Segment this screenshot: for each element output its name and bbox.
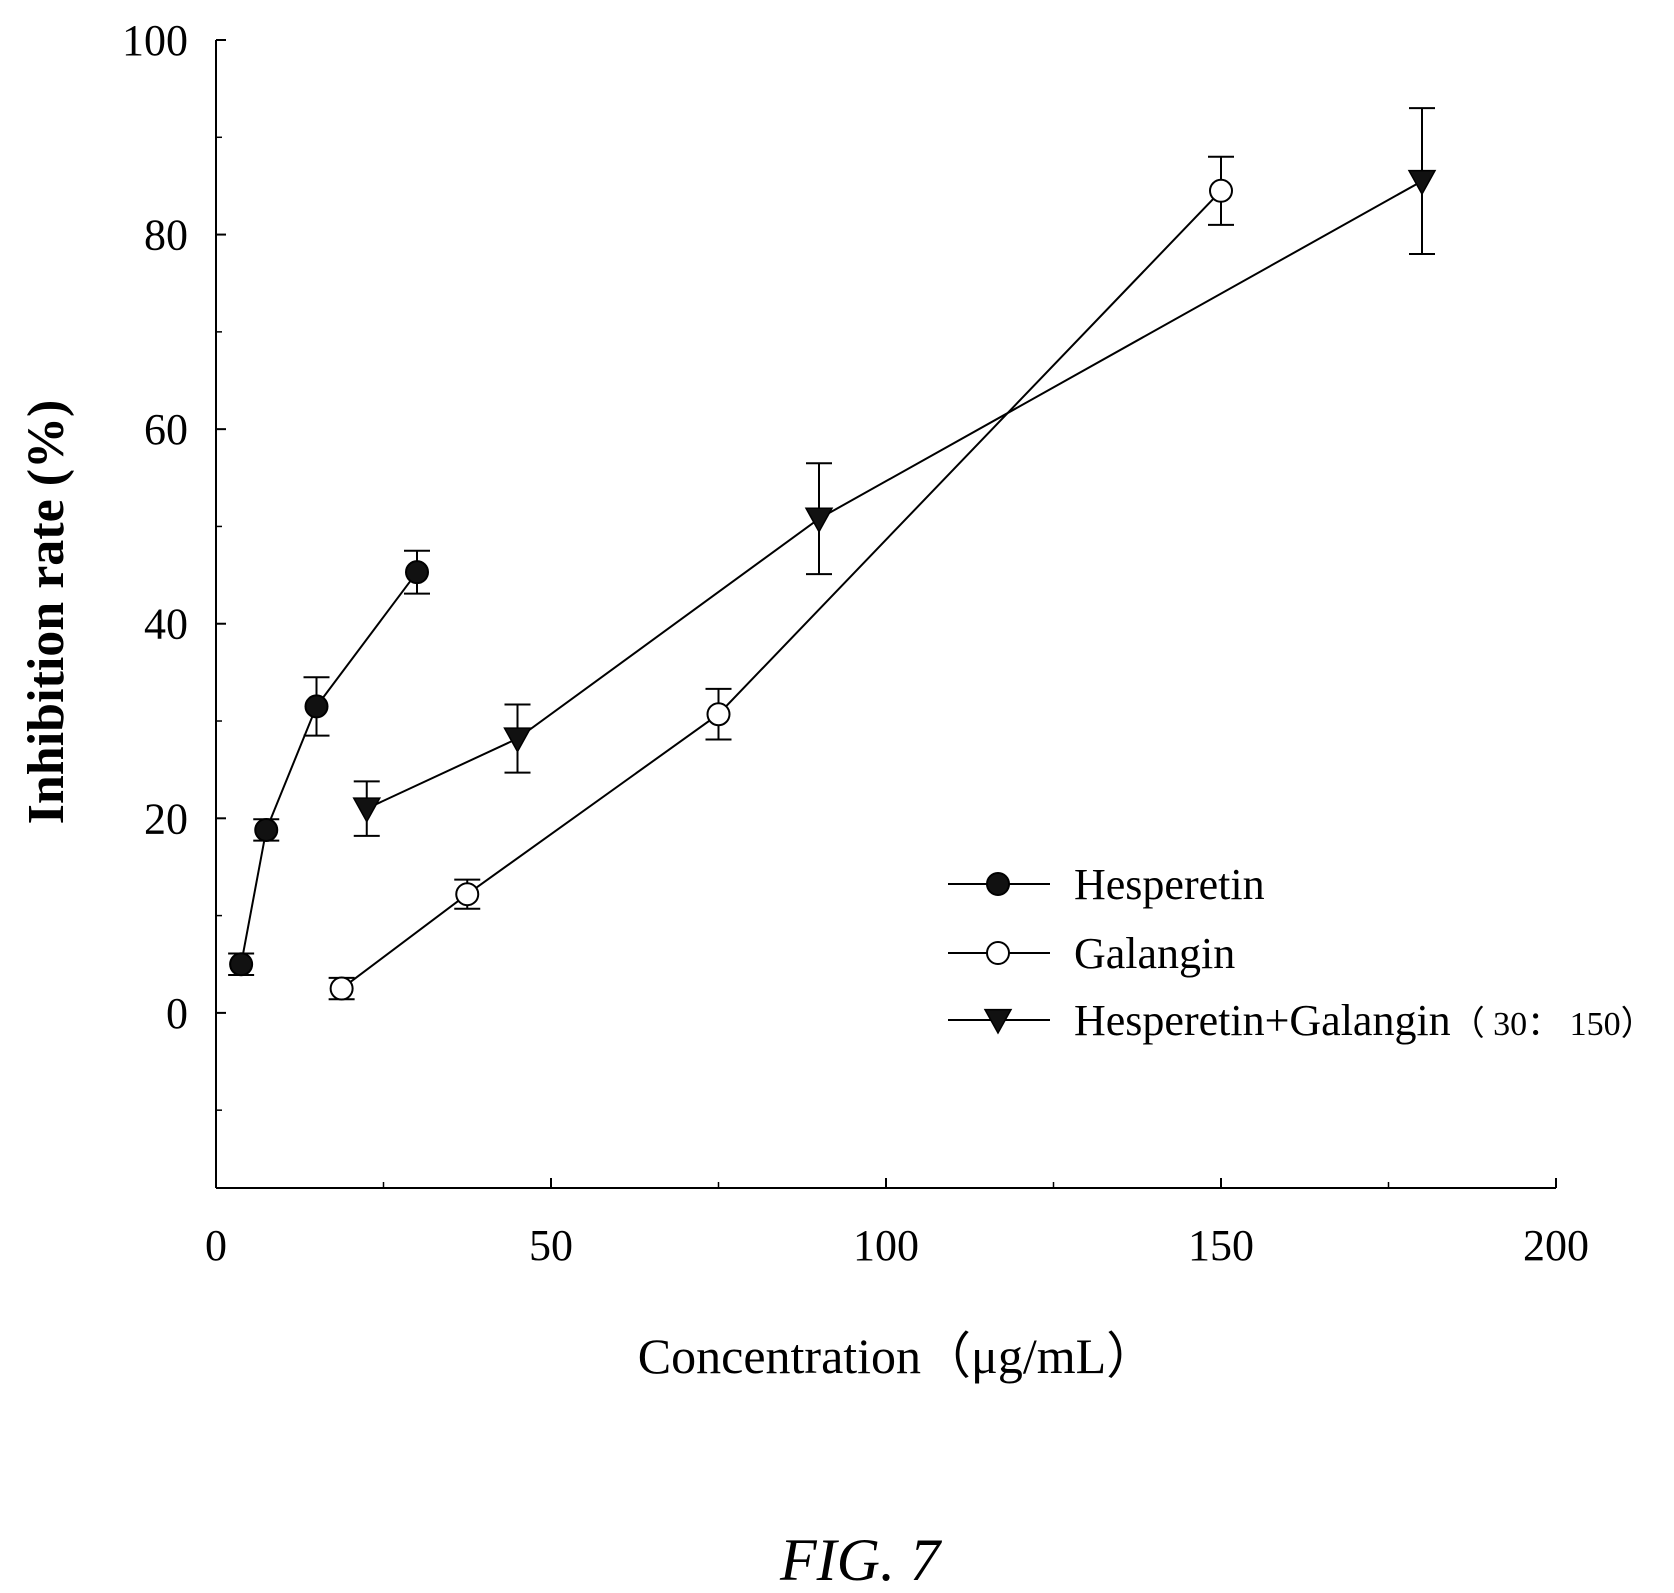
- series-line: [240, 571, 418, 965]
- figure-caption: FIG. 7: [779, 1527, 943, 1593]
- series-line: [366, 180, 1423, 810]
- x-tick-label: 0: [205, 1221, 227, 1270]
- data-point: [352, 797, 382, 824]
- data-point: [304, 694, 329, 719]
- legend-label-ratio: （ 30： 150）: [1451, 1005, 1655, 1043]
- legend-item: Galangin: [948, 929, 1235, 978]
- series-galangin: [328, 155, 1234, 1001]
- data-point: [1407, 169, 1437, 196]
- y-axis-label: Inhibition rate (%): [18, 400, 75, 825]
- y-tick-label: 60: [144, 405, 188, 454]
- y-ticks: 0 20 40 60 80 100: [122, 16, 226, 1111]
- series-line: [341, 190, 1222, 990]
- y-tick-label: 20: [144, 794, 188, 843]
- data-point: [405, 560, 429, 585]
- legend-label: Hesperetin: [1074, 860, 1265, 909]
- legend-label-name: Galangin: [1074, 929, 1235, 978]
- x-tick-label: 200: [1523, 1221, 1589, 1270]
- data-point: [804, 507, 834, 534]
- legend-item: Hesperetin: [948, 860, 1265, 909]
- y-tick-label: 80: [144, 211, 188, 260]
- legend-marker: [986, 941, 1010, 965]
- y-tick-label: 40: [144, 600, 188, 649]
- legend-marker: [986, 872, 1010, 896]
- y-tick-label: 100: [122, 16, 188, 65]
- data-point: [455, 882, 480, 907]
- data-point: [329, 976, 354, 1001]
- series-hesperetin-galangin: [352, 107, 1437, 837]
- legend-label: Galangin: [1074, 929, 1235, 978]
- data-point: [503, 727, 532, 754]
- legend-label-name: Hesperetin: [1074, 860, 1265, 909]
- y-tick-label: 0: [166, 989, 188, 1038]
- x-axis-label: Concentration（μg/mL）: [638, 1328, 1156, 1384]
- legend: Hesperetin Galangin Hesperetin+Galangin（ 3…: [948, 860, 1655, 1045]
- legend-marker: [983, 1008, 1013, 1035]
- series-layer: [228, 107, 1437, 1001]
- data-point: [1209, 178, 1233, 203]
- series-hesperetin: [228, 549, 430, 977]
- legend-label: Hesperetin+Galangin（ 30： 150）: [1074, 996, 1655, 1045]
- x-ticks: 0 50 100 150 200: [205, 1178, 1589, 1270]
- x-tick-label: 50: [529, 1221, 573, 1270]
- x-tick-label: 150: [1188, 1221, 1254, 1270]
- data-point: [229, 952, 254, 977]
- legend-item: Hesperetin+Galangin（ 30： 150）: [948, 996, 1655, 1045]
- data-point: [706, 702, 731, 727]
- x-tick-label: 100: [853, 1221, 919, 1270]
- data-point: [254, 817, 279, 842]
- legend-label-name: Hesperetin+Galangin: [1074, 996, 1451, 1045]
